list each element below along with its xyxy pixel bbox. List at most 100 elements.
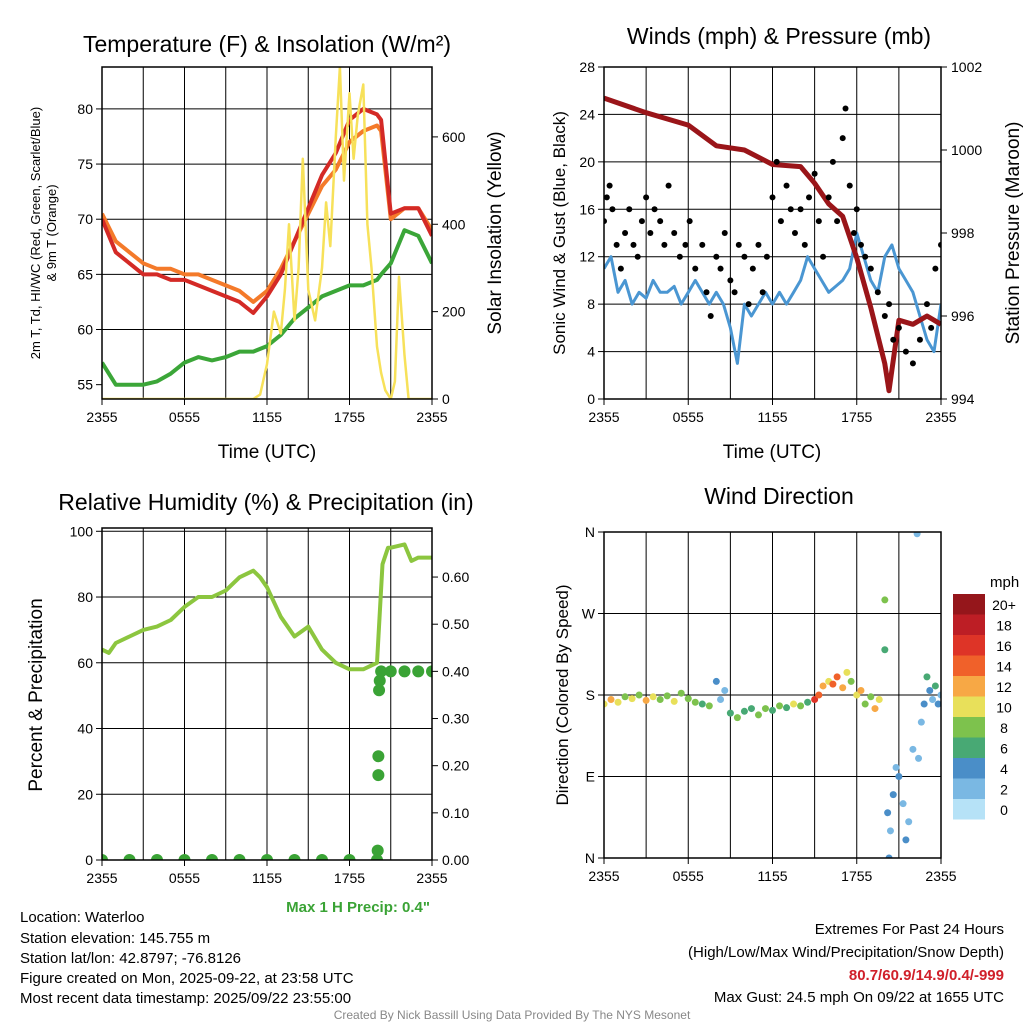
wind-direction-point [761,705,769,713]
x-tick-label: 1155 [252,409,282,425]
y2-tick-label: 0.10 [442,805,469,821]
relative-humidity-line [102,542,432,672]
wind-direction-point [902,836,910,844]
y2-tick-label: 0.60 [442,569,469,585]
y-tick-label: 20 [77,786,93,802]
gust-point [839,135,846,142]
plot-panel-2: 0 20 40 60 80 100 0.00 0.10 0.20 0.30 0.40 0.50 0.60… [70,523,470,886]
wind-direction-point [833,673,841,681]
gust-point [699,241,706,248]
gust-point [932,265,939,272]
y-tick-label: N [585,850,595,866]
gust-point [721,230,728,236]
y-tick-label: E [586,769,595,785]
wind-direction-point [843,668,851,676]
gust-point [741,253,748,260]
station-pressure-line [604,95,941,394]
wind-direction-point [712,677,720,685]
y-tick-label: 20 [579,154,595,170]
wind-direction-point [909,745,917,753]
legend-label: 12 [996,679,1012,695]
wind-direction-point [635,691,643,699]
y-tick-label: 60 [77,322,93,338]
gust-point [707,313,714,319]
wind-direction-point [691,698,699,706]
gust-point [825,194,832,201]
wind-direction-point [931,682,939,690]
wind-direction-point [815,691,823,699]
wind-direction-point [881,596,889,604]
gust-point [867,265,874,272]
gust-point [692,265,699,272]
wind-direction-point [853,691,861,699]
wind-direction-point [733,714,741,722]
wind-direction-point [747,705,755,713]
wind-direction-point [621,693,629,701]
legend-label: 6 [1000,741,1008,757]
y2-tick-label: 0.00 [442,852,469,868]
series-group [102,67,432,399]
gust-point [657,218,664,225]
x-tick-label: 0555 [169,870,200,886]
wind-direction-point [839,684,847,692]
legend-swatch [953,717,985,738]
wind-direction-point [797,702,805,710]
y-tick-label: S [586,687,595,703]
wind-direction-point [913,532,921,538]
y2-tick-label: 996 [951,308,975,324]
gust-point [703,289,710,296]
precipitation-point [373,684,386,697]
legend-label: 10 [996,700,1012,716]
sonic-wind-line [604,231,941,365]
wind-direction-point [915,754,923,762]
gust-point [783,182,790,189]
gust-point [853,206,860,213]
gust-point [811,170,818,177]
y-tick-label: 100 [70,523,94,539]
latlon-text: Station lat/lon: 42.8797; -76.8126 [20,950,241,967]
y-tick-label: 28 [579,59,595,75]
wind-direction-point [740,707,748,715]
gust-point [902,348,909,355]
x-tick-label: 1155 [757,868,787,884]
gust-point [829,158,836,165]
gust-point [820,253,827,260]
y2-tick-label: 600 [442,129,466,145]
wind-direction-point [926,686,934,694]
gust-point [909,360,916,367]
extremes-values: 80.7/60.9/14.9/0.4/-999 [849,967,1004,984]
gust-point [886,301,893,308]
legend-label: 2 [1000,782,1008,798]
y-tick-label: 0 [587,391,595,407]
recent-data-text: Most recent data timestamp: 2025/09/22 2… [20,990,351,1007]
y-tick-label: 65 [77,266,93,282]
wind-direction-point [857,686,865,694]
y2-tick-label: 400 [442,216,466,232]
precipitation-point [412,665,425,678]
gust-point [676,253,683,260]
wind-direction-point [884,809,892,817]
x-tick-label: 0555 [169,409,200,425]
plot-frame [101,66,433,400]
precipitation-point [371,844,384,857]
gust-point [777,218,784,225]
x-tick-label: 2355 [925,868,956,884]
legend-swatch [953,737,985,758]
wind-direction-point [917,718,925,726]
gust-point [735,241,742,248]
wind-direction-point [614,698,622,706]
rh-y-label: Percent & Precipitation [26,598,47,791]
wind-direction-point [819,682,827,690]
wind-direction-point [811,696,819,704]
legend-label: 20+ [992,597,1016,613]
y-tick-label: 75 [77,156,93,172]
wind-direction-point [705,702,713,710]
elevation-text: Station elevation: 145.755 m [20,930,210,947]
gust-point [928,324,935,331]
x-tick-label: 2355 [86,870,117,886]
series-group [604,532,941,858]
x-tick-label: 2355 [588,409,619,425]
y2-tick-label: 998 [951,225,975,241]
precipitation-point [102,854,108,860]
gust-point [791,230,798,236]
